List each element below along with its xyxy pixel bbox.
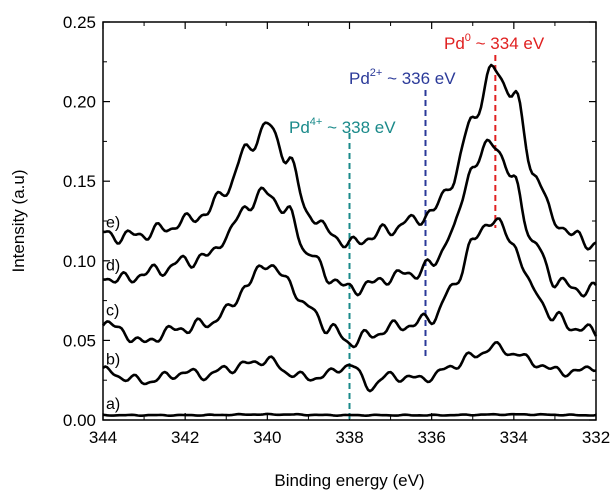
reference-label: Pd0 ~ 334 eV bbox=[444, 32, 545, 53]
series-line bbox=[102, 341, 597, 393]
x-tick-label: 336 bbox=[417, 428, 445, 447]
plot-area: 344 342 340 338 336 334 332 0.00 0.05 0.10 0.15 0.2… bbox=[63, 13, 610, 447]
x-tick-label: 340 bbox=[253, 428, 281, 447]
x-tick-label: 342 bbox=[171, 428, 199, 447]
series-line bbox=[101, 217, 598, 349]
x-tick-label: 338 bbox=[335, 428, 363, 447]
series-label: a) bbox=[106, 396, 120, 413]
series-label: d) bbox=[106, 258, 120, 275]
x-tick-label: 332 bbox=[582, 428, 610, 447]
series-label: b) bbox=[106, 352, 120, 369]
y-tick-label: 0.00 bbox=[63, 411, 96, 430]
x-tick-label: 334 bbox=[500, 428, 528, 447]
series-line bbox=[102, 412, 597, 417]
x-axis-title: Binding energy (eV) bbox=[274, 471, 424, 490]
y-tick-label: 0.20 bbox=[63, 93, 96, 112]
reference-label: Pd4+ ~ 338 eV bbox=[289, 116, 396, 137]
y-tick-label: 0.25 bbox=[63, 13, 96, 32]
series-line bbox=[103, 138, 597, 298]
y-tick-label: 0.15 bbox=[63, 172, 96, 191]
series-label: e) bbox=[106, 215, 120, 232]
y-tick-label: 0.10 bbox=[63, 252, 96, 271]
y-axis-title: Intensity (a.u) bbox=[9, 170, 28, 273]
series-line bbox=[102, 63, 597, 251]
reference-label: Pd2+ ~ 336 eV bbox=[349, 67, 456, 88]
y-tick-label: 0.05 bbox=[63, 331, 96, 350]
x-tick-label: 344 bbox=[89, 428, 117, 447]
series-label: c) bbox=[106, 302, 119, 319]
